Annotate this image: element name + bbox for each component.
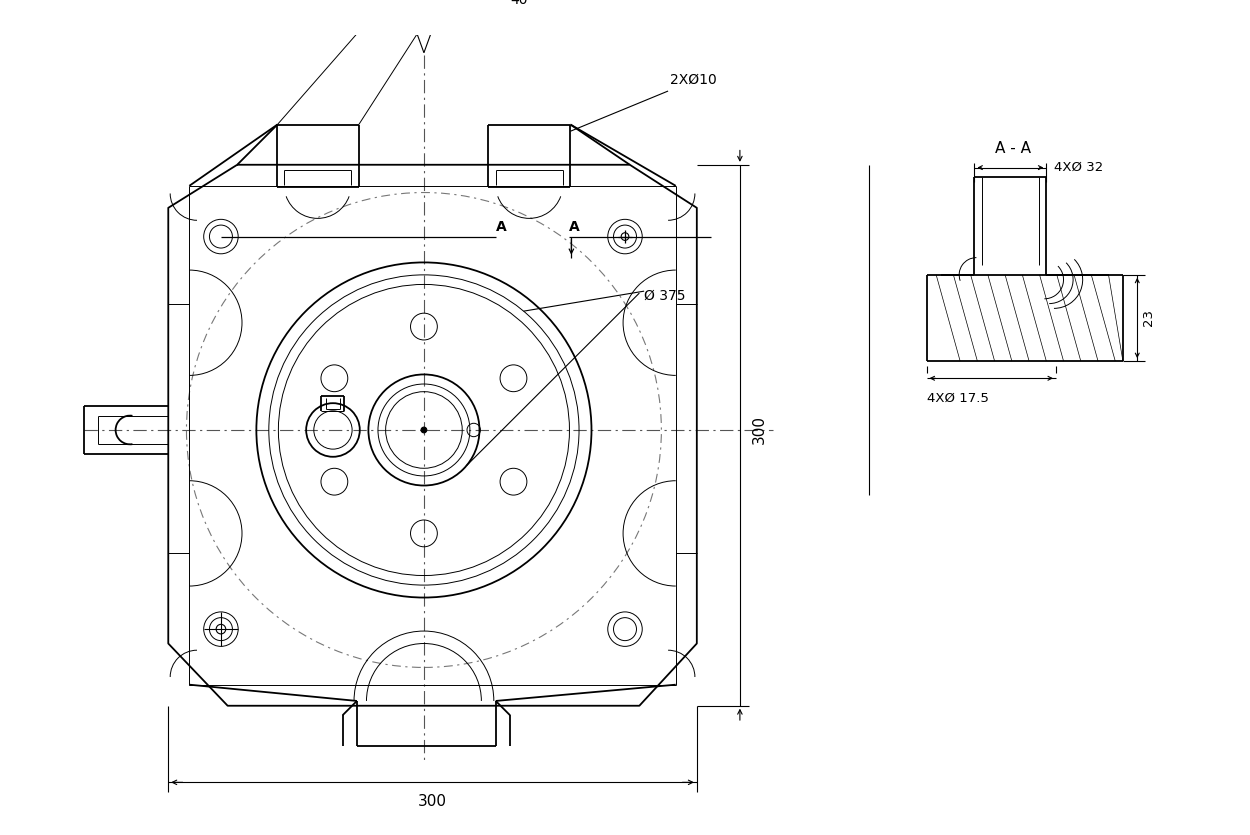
Circle shape bbox=[421, 428, 426, 433]
Text: 2XØ10: 2XØ10 bbox=[670, 73, 716, 87]
Text: 4XØ 17.5: 4XØ 17.5 bbox=[926, 392, 989, 405]
Text: Ø 375: Ø 375 bbox=[644, 289, 686, 303]
Text: 40°: 40° bbox=[510, 0, 535, 7]
Text: A: A bbox=[496, 220, 506, 234]
Text: 23: 23 bbox=[1142, 310, 1155, 326]
Text: 300: 300 bbox=[418, 794, 447, 809]
Text: A: A bbox=[569, 220, 580, 234]
Text: 4XØ 32: 4XØ 32 bbox=[1054, 161, 1104, 175]
Text: 300: 300 bbox=[751, 416, 766, 444]
Text: A - A: A - A bbox=[995, 141, 1031, 156]
